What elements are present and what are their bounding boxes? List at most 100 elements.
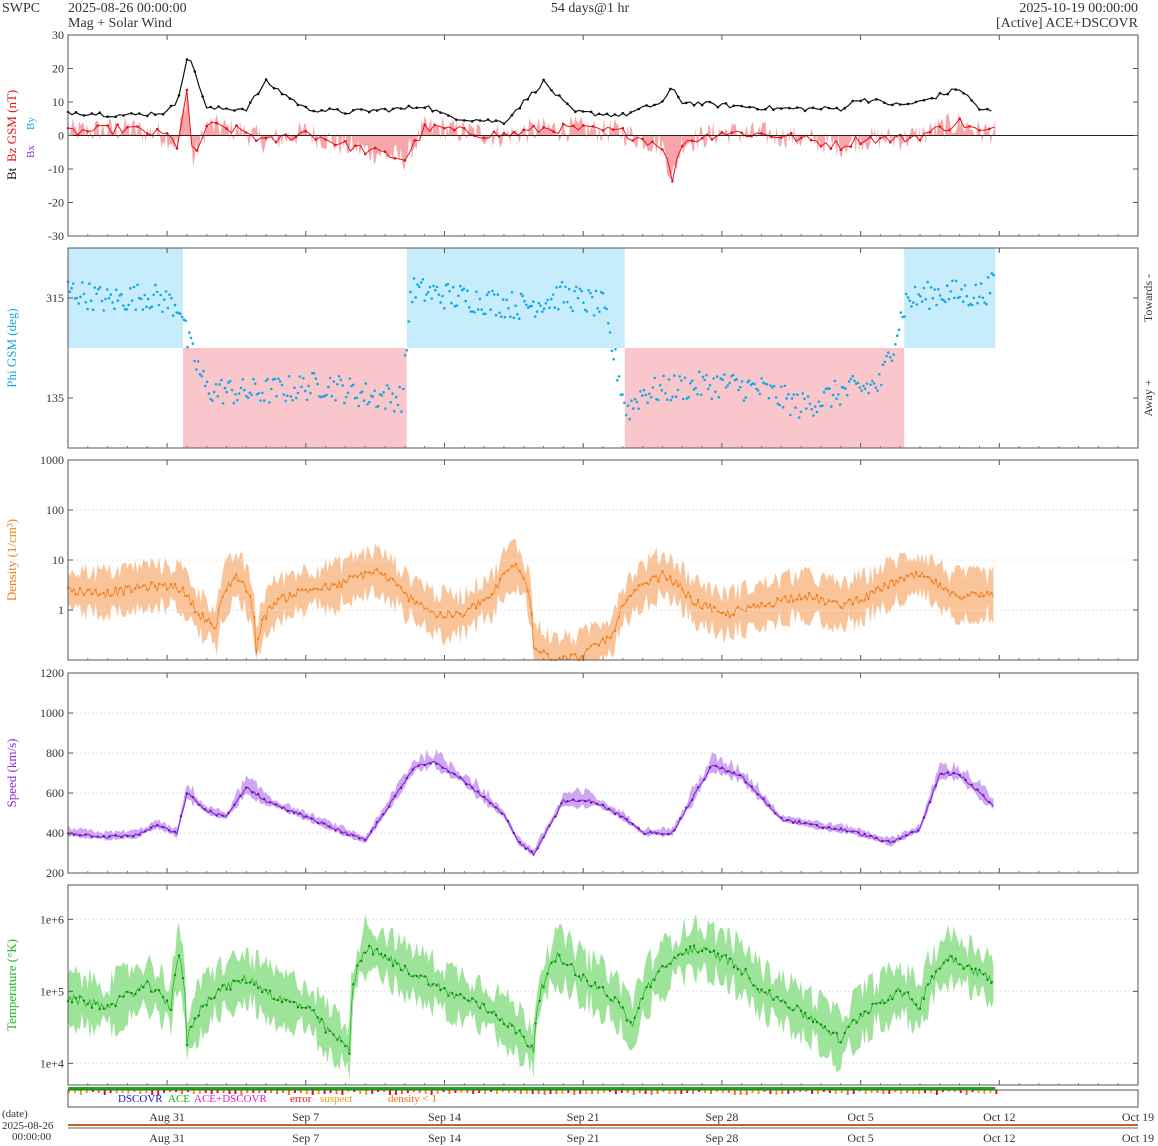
- phi-point: [874, 386, 878, 390]
- temperature-point: [102, 1007, 105, 1010]
- speed-point: [845, 830, 848, 833]
- density-point: [942, 588, 945, 591]
- density-point: [189, 603, 193, 606]
- temperature-point: [324, 1031, 327, 1034]
- phi-point: [302, 377, 305, 380]
- temperature-point: [308, 1006, 311, 1009]
- bt-point: [138, 112, 141, 115]
- phi-point: [343, 401, 346, 405]
- bz-point: [809, 138, 813, 142]
- temperature-point: [855, 1021, 858, 1024]
- speed-panel: [66, 712, 1138, 857]
- legend-ace: ACE: [168, 1093, 190, 1105]
- phi-point: [573, 289, 576, 293]
- density-point: [681, 588, 684, 591]
- temperature-point: [982, 973, 985, 976]
- phi-point: [972, 296, 976, 300]
- density-point: [823, 603, 827, 606]
- phi-point: [355, 396, 359, 400]
- bz-point: [690, 139, 694, 143]
- density-point: [732, 613, 735, 617]
- phi-point: [500, 315, 503, 318]
- legend-dscovr: DSCOVR: [118, 1093, 163, 1105]
- phi-point: [544, 302, 548, 305]
- density-point: [455, 610, 458, 613]
- bt-point: [407, 104, 411, 108]
- phi-point: [922, 286, 926, 290]
- density-point: [209, 621, 212, 625]
- speed-point: [958, 774, 961, 777]
- status-tick: [597, 1090, 600, 1094]
- status-tick: [686, 1090, 689, 1093]
- phi-point: [519, 292, 523, 296]
- density-point: [585, 648, 589, 651]
- speed-point: [471, 786, 474, 789]
- temperature-point: [950, 955, 953, 958]
- temperature-point: [130, 991, 133, 995]
- density-point: [514, 562, 517, 566]
- speed-point: [560, 802, 563, 805]
- phi-point: [862, 384, 865, 388]
- phi-point: [204, 384, 207, 388]
- phi-point: [275, 394, 278, 398]
- status-tick: [822, 1090, 825, 1092]
- phi-point: [792, 393, 796, 396]
- temperature-point: [126, 990, 129, 994]
- phi-point: [680, 379, 683, 382]
- status-tick: [864, 1090, 867, 1094]
- bz-point: [591, 125, 595, 128]
- temperature-point: [871, 1002, 874, 1006]
- density-point: [443, 616, 446, 619]
- status-tick: [103, 1090, 106, 1095]
- density-point: [570, 653, 573, 656]
- phi-point: [896, 334, 899, 338]
- phi-point: [492, 293, 496, 296]
- speed-point: [120, 835, 123, 839]
- temperature-point: [700, 949, 704, 953]
- density-point: [138, 586, 141, 589]
- density-point: [895, 579, 898, 583]
- speed-point: [465, 783, 468, 786]
- bz-point: [304, 129, 308, 133]
- bt-point: [780, 107, 783, 110]
- density-point: [764, 605, 767, 608]
- bz-point: [938, 125, 942, 128]
- speed-point: [304, 815, 307, 818]
- density-point: [645, 581, 648, 585]
- phi-point: [475, 290, 478, 294]
- phi-point: [953, 296, 956, 300]
- bt-point: [669, 87, 672, 91]
- phi-point: [730, 375, 733, 378]
- temperature-point: [427, 983, 430, 986]
- phi-point: [837, 393, 840, 396]
- phi-point: [111, 301, 114, 304]
- speed-ytick-label-0: 1200: [40, 666, 64, 680]
- status-tick: [97, 1090, 100, 1093]
- status-tick: [79, 1090, 82, 1095]
- phi-point: [91, 308, 95, 312]
- towards-label: Towards -: [1141, 274, 1155, 322]
- status-tick: [258, 1090, 261, 1093]
- status-tick: [424, 1090, 427, 1094]
- status-tick: [751, 1090, 754, 1093]
- density-point: [613, 629, 617, 633]
- phi-point: [772, 384, 776, 388]
- phi-point: [621, 393, 624, 396]
- phi-point: [77, 302, 80, 305]
- density-point: [863, 599, 866, 602]
- bz-point: [264, 136, 268, 140]
- bt-point: [264, 78, 268, 81]
- status-tick: [169, 1090, 172, 1092]
- speed-point: [637, 827, 640, 830]
- density-point: [637, 584, 640, 587]
- bt-point: [399, 107, 403, 110]
- temperature-point: [316, 1016, 319, 1019]
- phi-point: [410, 300, 414, 304]
- date-axis-label: (date): [2, 1108, 28, 1120]
- phi-point: [633, 397, 637, 401]
- mag-ytick-label-5: -20: [48, 196, 64, 210]
- phi-point: [161, 310, 164, 314]
- phi-point: [569, 306, 573, 309]
- temperature-point: [724, 954, 728, 957]
- speed-point: [381, 813, 385, 816]
